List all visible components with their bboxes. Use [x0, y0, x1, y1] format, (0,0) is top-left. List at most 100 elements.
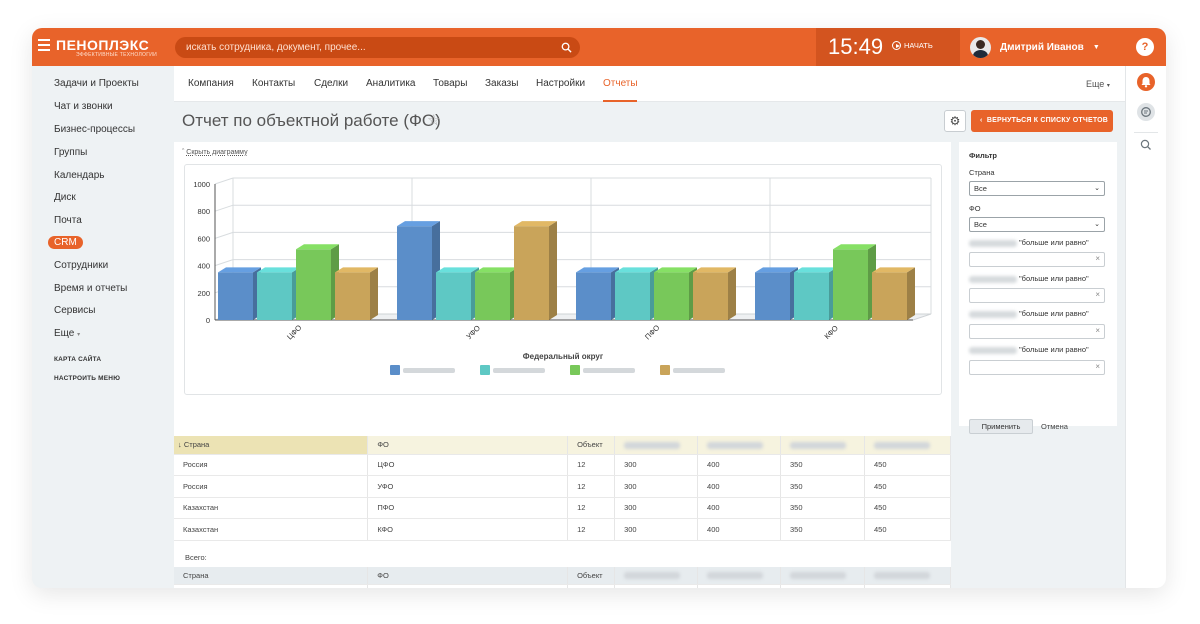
filter-value-input[interactable]: ×: [969, 360, 1105, 375]
condition-text: "больше или равно": [1019, 345, 1089, 354]
hide-chart-link[interactable]: ˆ Скрыть диаграмму: [182, 149, 248, 156]
table-cell: -: [367, 584, 569, 588]
table-header-hidden[interactable]: [614, 436, 699, 455]
cancel-filter-button[interactable]: Отмена: [1041, 422, 1068, 431]
hamburger-menu-icon[interactable]: [38, 39, 50, 55]
filter-panel: Фильтр Страна Все ⌄ ФО Все ⌄ "больше или р…: [959, 142, 1117, 434]
back-to-reports-button[interactable]: ‹ ВЕРНУТЬСЯ К СПИСКУ ОТЧЕТОВ: [971, 110, 1113, 132]
chevron-down-icon: ▼: [1092, 44, 1100, 51]
clear-icon[interactable]: ×: [1095, 290, 1100, 299]
table-cell: 450: [864, 518, 952, 541]
sidebar-item-groups[interactable]: Группы: [54, 147, 88, 158]
bar-top: [654, 267, 697, 273]
y-tick-label: 0: [206, 316, 210, 325]
table-cell: 12: [567, 497, 616, 519]
filter-condition-label: "больше или равно": [969, 274, 1089, 283]
tab-deals[interactable]: Сделки: [314, 78, 349, 89]
user-menu[interactable]: Дмитрий Иванов ▼: [970, 37, 1100, 58]
table-header-row: ↓ Страна ФО Объект: [174, 436, 952, 455]
table-cell: 350: [780, 454, 865, 476]
table-cell: 450: [864, 475, 952, 498]
table-header-object[interactable]: Объект: [567, 436, 616, 455]
chevron-left-icon: ‹: [980, 117, 983, 124]
filter-value-input[interactable]: ×: [969, 252, 1105, 267]
bar-side: [549, 221, 557, 320]
table-header-hidden[interactable]: [864, 436, 952, 455]
tab-analytics[interactable]: Аналитика: [366, 78, 416, 89]
bar: [257, 272, 292, 320]
settings-button[interactable]: ⚙: [944, 110, 966, 132]
back-to-reports-label: ВЕРНУТЬСЯ К СПИСКУ ОТЧЕТОВ: [986, 117, 1109, 124]
sidebar-item-disk[interactable]: Диск: [54, 192, 76, 203]
tab-reports[interactable]: Отчеты: [603, 78, 638, 89]
sidebar-item-tasks[interactable]: Задачи и Проекты: [54, 78, 139, 89]
sidebar-item-more[interactable]: Еще ▾: [54, 328, 80, 339]
sidebar-item-employees[interactable]: Сотрудники: [54, 260, 109, 271]
help-icon[interactable]: ?: [1136, 38, 1154, 56]
search-icon[interactable]: [561, 42, 572, 53]
tabs-more-button[interactable]: Еще ▾: [1086, 79, 1110, 89]
sidebar-item-time[interactable]: Время и отчеты: [54, 283, 128, 294]
star-icon[interactable]: ☆: [427, 112, 441, 129]
bar-top: [397, 221, 440, 227]
clear-icon[interactable]: ×: [1095, 326, 1100, 335]
table-cell: 300: [614, 475, 699, 498]
filter-fo-select[interactable]: Все ⌄: [969, 217, 1105, 232]
bar: [436, 272, 471, 320]
filter-fo-label: ФО: [969, 204, 981, 213]
bar-top: [833, 244, 876, 250]
table-header-country[interactable]: ↓ Страна: [174, 436, 369, 455]
bar-side: [728, 267, 736, 320]
chat-icon[interactable]: [1137, 103, 1155, 121]
totals-header-country: Страна: [174, 567, 369, 585]
sidebar-item-bizproc[interactable]: Бизнес-процессы: [54, 124, 136, 135]
tab-contacts[interactable]: Контакты: [252, 78, 296, 89]
y-tick-label: 400: [197, 262, 210, 271]
chevron-down-icon: ⌄: [1094, 221, 1100, 228]
notifications-bell-icon[interactable]: [1137, 73, 1155, 91]
start-workday-button[interactable]: НАЧАТЬ: [892, 41, 933, 50]
sidebar-item-chat[interactable]: Чат и звонки: [54, 101, 113, 112]
table-row: Россия УФО 12 300 400 350 450: [174, 475, 952, 498]
filter-value-input[interactable]: ×: [969, 288, 1105, 303]
table-cell: Казахстан: [174, 497, 369, 519]
tab-products[interactable]: Товары: [433, 78, 468, 89]
filter-value-input[interactable]: ×: [969, 324, 1105, 339]
configure-menu-link[interactable]: НАСТРОИТЬ МЕНЮ: [54, 375, 121, 382]
sidebar-item-services[interactable]: Сервисы: [54, 305, 96, 316]
table-header-fo[interactable]: ФО: [367, 436, 569, 455]
legend-swatch: [390, 365, 400, 375]
table-row: Казахстан ПФО 12 300 400 350 450: [174, 497, 952, 519]
app-window: ПЕНОПЛЭКС ЭФФЕКТИВНЫЕ ТЕХНОЛОГИИ 15:49 Н…: [32, 28, 1166, 588]
sidebar-item-mail[interactable]: Почта: [54, 215, 82, 226]
chevron-down-icon: ▾: [77, 332, 81, 338]
search-icon[interactable]: [1137, 136, 1155, 154]
bar: [335, 272, 370, 320]
clear-icon[interactable]: ×: [1095, 254, 1100, 263]
tab-company[interactable]: Компания: [188, 78, 234, 89]
table-header-hidden[interactable]: [780, 436, 865, 455]
y-tick-label: 1000: [193, 180, 210, 189]
sidebar-item-calendar[interactable]: Календарь: [54, 170, 105, 181]
start-label: НАЧАТЬ: [904, 41, 933, 50]
bar-top: [872, 267, 915, 273]
bar-side: [907, 267, 915, 320]
sidebar-item-crm[interactable]: CRM: [48, 236, 83, 249]
totals-header-hidden: [614, 567, 699, 585]
table-header-hidden[interactable]: [697, 436, 782, 455]
tab-orders[interactable]: Заказы: [485, 78, 519, 89]
filter-country-select[interactable]: Все ⌄: [969, 181, 1105, 196]
apply-filter-button[interactable]: Применить: [969, 419, 1033, 434]
sitemap-link[interactable]: КАРТА САЙТА: [54, 356, 102, 363]
legend-label-blurred: [673, 368, 725, 373]
search-input[interactable]: [175, 37, 555, 58]
totals-header-fo: ФО: [367, 567, 569, 585]
table-header-country-label: Страна: [183, 440, 210, 450]
clear-icon[interactable]: ×: [1095, 362, 1100, 371]
tab-settings[interactable]: Настройки: [536, 78, 586, 89]
chevron-down-icon: ⌄: [1094, 185, 1100, 192]
sidebar-more-label: Еще: [54, 328, 75, 339]
table-cell: 300: [614, 497, 699, 519]
bar: [218, 272, 253, 320]
bar-top: [335, 267, 378, 273]
